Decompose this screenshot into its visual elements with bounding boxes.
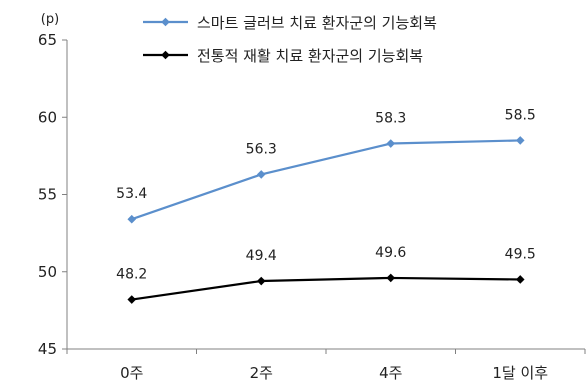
x-tick-label: 1달 이후 [492, 364, 548, 382]
data-label: 56.3 [246, 141, 277, 157]
y-tick-label: 60 [38, 108, 57, 126]
data-point [386, 273, 396, 283]
data-label: 53.4 [116, 186, 147, 202]
x-tick-label: 0주 [120, 364, 143, 382]
legend-label: 스마트 글러브 치료 환자군의 기능회복 [197, 14, 437, 32]
y-tick-label: 50 [38, 263, 57, 281]
y-unit-label: (p) [41, 12, 59, 27]
y-tick-label: 45 [38, 340, 57, 358]
legend-marker [161, 17, 170, 27]
data-point [127, 214, 137, 224]
data-label: 48.2 [116, 267, 147, 283]
data-label: 49.6 [375, 245, 406, 261]
legend-label: 전통적 재활 치료 환자군의 기능회복 [197, 47, 423, 65]
data-label: 58.5 [505, 107, 536, 123]
series-layer: 53.4 56.3 58.3 58.5 48.2 49.4 49.6 49.5 [116, 107, 536, 304]
series-line-1 [131, 139, 521, 221]
data-point [515, 275, 525, 284]
data-point [515, 136, 525, 145]
legend-marker [161, 50, 170, 60]
data-point [256, 276, 266, 286]
series-line-2 [131, 276, 521, 301]
y-tick-label: 55 [38, 186, 57, 204]
y-tick-label: 65 [38, 31, 57, 49]
data-label: 49.5 [505, 246, 536, 262]
x-tick-label: 4주 [379, 364, 402, 382]
data-point [127, 295, 137, 304]
data-label: 49.4 [246, 248, 277, 264]
data-point [386, 139, 396, 148]
data-label: 58.3 [375, 111, 406, 127]
axes: 45 50 55 60 65 0주 2주 4주 1달 이후 [38, 31, 586, 382]
x-tick-label: 2주 [250, 364, 273, 382]
data-point [256, 170, 266, 179]
